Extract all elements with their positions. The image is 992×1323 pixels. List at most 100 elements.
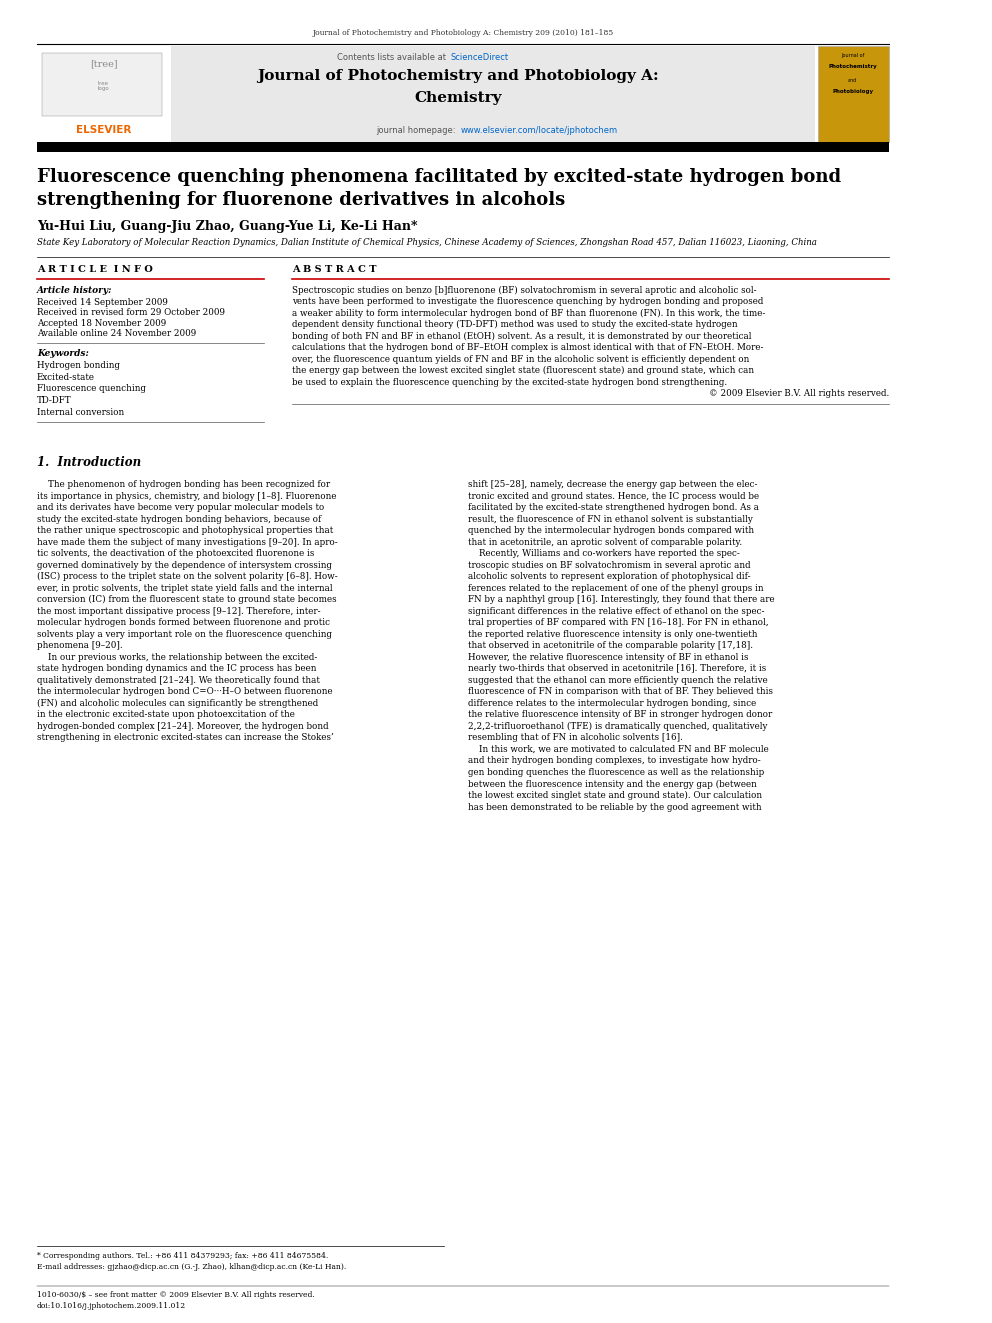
Text: and their hydrogen bonding complexes, to investigate how hydro-: and their hydrogen bonding complexes, to… [467, 757, 760, 766]
Text: * Corresponding authors. Tel.: +86 411 84379293; fax: +86 411 84675584.: * Corresponding authors. Tel.: +86 411 8… [37, 1252, 328, 1259]
Text: nearly two-thirds that observed in acetonitrile [16]. Therefore, it is: nearly two-thirds that observed in aceto… [467, 664, 766, 673]
Text: 1.  Introduction: 1. Introduction [37, 456, 141, 470]
Text: tic solvents, the deactivation of the photoexcited fluorenone is: tic solvents, the deactivation of the ph… [37, 549, 314, 558]
Text: and: and [848, 78, 857, 83]
Text: conversion (IC) from the fluorescent state to ground state becomes: conversion (IC) from the fluorescent sta… [37, 595, 336, 605]
Text: tree
logo: tree logo [98, 81, 109, 91]
Text: Chemistry: Chemistry [415, 91, 502, 106]
Text: ferences related to the replacement of one of the phenyl groups in: ferences related to the replacement of o… [467, 583, 763, 593]
Text: The phenomenon of hydrogen bonding has been recognized for: The phenomenon of hydrogen bonding has b… [37, 480, 330, 490]
Text: phenomena [9–20].: phenomena [9–20]. [37, 642, 123, 651]
Text: Journal of Photochemistry and Photobiology A:: Journal of Photochemistry and Photobiolo… [258, 69, 659, 83]
Text: have made them the subject of many investigations [9–20]. In apro-: have made them the subject of many inves… [37, 538, 338, 546]
Text: dependent density functional theory (TD-DFT) method was used to study the excite: dependent density functional theory (TD-… [292, 320, 737, 329]
Text: qualitatively demonstrated [21–24]. We theoretically found that: qualitatively demonstrated [21–24]. We t… [37, 676, 319, 685]
Text: difference relates to the intermolecular hydrogen bonding, since: difference relates to the intermolecular… [467, 699, 756, 708]
Text: A B S T R A C T: A B S T R A C T [292, 265, 376, 274]
Text: Fluorescence quenching: Fluorescence quenching [37, 385, 146, 393]
Text: Internal conversion: Internal conversion [37, 407, 124, 417]
Text: © 2009 Elsevier B.V. All rights reserved.: © 2009 Elsevier B.V. All rights reserved… [708, 389, 889, 398]
Text: (FN) and alcoholic molecules can significantly be strengthened: (FN) and alcoholic molecules can signifi… [37, 699, 318, 708]
Text: Contents lists available at: Contents lists available at [337, 53, 449, 62]
Text: Article history:: Article history: [37, 286, 112, 295]
Text: quenched by the intermolecular hydrogen bonds compared with: quenched by the intermolecular hydrogen … [467, 527, 754, 536]
Text: State Key Laboratory of Molecular Reaction Dynamics, Dalian Institute of Chemica: State Key Laboratory of Molecular Reacti… [37, 238, 816, 247]
Text: the relative fluorescence intensity of BF in stronger hydrogen donor: the relative fluorescence intensity of B… [467, 710, 772, 720]
Text: In this work, we are motivated to calculated FN and BF molecule: In this work, we are motivated to calcul… [467, 745, 769, 754]
Text: Received 14 September 2009: Received 14 September 2009 [37, 298, 168, 307]
Text: ELSEVIER: ELSEVIER [76, 124, 131, 135]
Text: the rather unique spectroscopic and photophysical properties that: the rather unique spectroscopic and phot… [37, 527, 333, 536]
Text: state hydrogen bonding dynamics and the IC process has been: state hydrogen bonding dynamics and the … [37, 664, 316, 673]
Text: 2,2,2-trifluoroethanol (TFE) is dramatically quenched, qualitatively: 2,2,2-trifluoroethanol (TFE) is dramatic… [467, 722, 767, 732]
Text: in the electronic excited-state upon photoexcitation of the: in the electronic excited-state upon pho… [37, 710, 295, 720]
Text: shift [25–28], namely, decrease the energy gap between the elec-: shift [25–28], namely, decrease the ener… [467, 480, 757, 490]
Text: between the fluorescence intensity and the energy gap (between: between the fluorescence intensity and t… [467, 779, 757, 789]
Text: 1010-6030/$ – see front matter © 2009 Elsevier B.V. All rights reserved.: 1010-6030/$ – see front matter © 2009 El… [37, 1291, 314, 1299]
Text: Yu-Hui Liu, Guang-Jiu Zhao, Guang-Yue Li, Ke-Li Han*: Yu-Hui Liu, Guang-Jiu Zhao, Guang-Yue Li… [37, 220, 418, 233]
Text: Journal of: Journal of [841, 53, 864, 58]
Text: Spectroscopic studies on benzo [b]fluorenone (BF) solvatochromism in several apr: Spectroscopic studies on benzo [b]fluore… [292, 286, 756, 295]
Text: significant differences in the relative effect of ethanol on the spec-: significant differences in the relative … [467, 607, 764, 617]
Text: Received in revised form 29 October 2009: Received in revised form 29 October 2009 [37, 308, 225, 318]
Text: vents have been performed to investigate the fluorescence quenching by hydrogen : vents have been performed to investigate… [292, 298, 763, 307]
Text: [tree]: [tree] [90, 60, 117, 69]
Text: Available online 24 November 2009: Available online 24 November 2009 [37, 329, 196, 339]
Text: doi:10.1016/j.jphotochem.2009.11.012: doi:10.1016/j.jphotochem.2009.11.012 [37, 1302, 186, 1310]
Bar [37, 46, 814, 142]
Text: a weaker ability to form intermolecular hydrogen bond of BF than fluorenone (FN): a weaker ability to form intermolecular … [292, 308, 765, 318]
Text: molecular hydrogen bonds formed between fluorenone and protic: molecular hydrogen bonds formed between … [37, 618, 330, 627]
Text: Journal of Photochemistry and Photobiology A: Chemistry 209 (2010) 181–185: Journal of Photochemistry and Photobiolo… [312, 29, 614, 37]
Text: the most important dissipative process [9–12]. Therefore, inter-: the most important dissipative process [… [37, 607, 320, 617]
Text: (ISC) process to the triplet state on the solvent polarity [6–8]. How-: (ISC) process to the triplet state on th… [37, 573, 338, 581]
Bar [37, 46, 172, 142]
Text: be used to explain the fluorescence quenching by the excited-state hydrogen bond: be used to explain the fluorescence quen… [292, 378, 727, 386]
Text: alcoholic solvents to represent exploration of photophysical dif-: alcoholic solvents to represent explorat… [467, 573, 750, 581]
Text: bonding of both FN and BF in ethanol (EtOH) solvent. As a result, it is demonstr: bonding of both FN and BF in ethanol (Et… [292, 332, 751, 341]
Text: Accepted 18 November 2009: Accepted 18 November 2009 [37, 319, 167, 328]
Text: troscopic studies on BF solvatochromism in several aprotic and: troscopic studies on BF solvatochromism … [467, 561, 750, 570]
Text: its importance in physics, chemistry, and biology [1–8]. Fluorenone: its importance in physics, chemistry, an… [37, 492, 336, 501]
Text: Excited-state: Excited-state [37, 373, 95, 382]
Text: the intermolecular hydrogen bond C=O···H–O between fluorenone: the intermolecular hydrogen bond C=O···H… [37, 688, 332, 696]
Bar [817, 46, 889, 142]
Text: solvents play a very important role on the fluorescence quenching: solvents play a very important role on t… [37, 630, 332, 639]
Text: A R T I C L E  I N F O: A R T I C L E I N F O [37, 265, 153, 274]
Text: Photochemistry: Photochemistry [828, 64, 877, 69]
Text: governed dominatively by the dependence of intersystem crossing: governed dominatively by the dependence … [37, 561, 332, 570]
Text: In our previous works, the relationship between the excited-: In our previous works, the relationship … [37, 654, 317, 662]
Text: suggested that the ethanol can more efficiently quench the relative: suggested that the ethanol can more effi… [467, 676, 768, 685]
Bar [42, 53, 162, 116]
Text: calculations that the hydrogen bond of BF–EtOH complex is almost identical with : calculations that the hydrogen bond of B… [292, 344, 763, 352]
Text: the lowest excited singlet state and ground state). Our calculation: the lowest excited singlet state and gro… [467, 791, 762, 800]
Text: strengthening in electronic excited-states can increase the Stokes’: strengthening in electronic excited-stat… [37, 733, 334, 742]
Text: and its derivates have become very popular molecular models to: and its derivates have become very popul… [37, 503, 324, 512]
Text: TD-DFT: TD-DFT [37, 396, 71, 405]
Text: fluorescence of FN in comparison with that of BF. They believed this: fluorescence of FN in comparison with th… [467, 688, 773, 696]
Text: the energy gap between the lowest excited singlet state (fluorescent state) and : the energy gap between the lowest excite… [292, 366, 754, 376]
Text: Keywords:: Keywords: [37, 349, 89, 359]
Text: study the excited-state hydrogen bonding behaviors, because of: study the excited-state hydrogen bonding… [37, 515, 321, 524]
Text: Fluorescence quenching phenomena facilitated by excited-state hydrogen bond
stre: Fluorescence quenching phenomena facilit… [37, 168, 841, 209]
Text: that observed in acetonitrile of the comparable polarity [17,18].: that observed in acetonitrile of the com… [467, 642, 753, 651]
Text: gen bonding quenches the fluorescence as well as the relationship: gen bonding quenches the fluorescence as… [467, 769, 764, 777]
Text: hydrogen-bonded complex [21–24]. Moreover, the hydrogen bond: hydrogen-bonded complex [21–24]. Moreove… [37, 722, 328, 732]
Text: ever, in protic solvents, the triplet state yield falls and the internal: ever, in protic solvents, the triplet st… [37, 583, 332, 593]
Text: facilitated by the excited-state strengthened hydrogen bond. As a: facilitated by the excited-state strengt… [467, 503, 759, 512]
Text: tronic excited and ground states. Hence, the IC process would be: tronic excited and ground states. Hence,… [467, 492, 759, 501]
Text: the reported relative fluorescence intensity is only one-twentieth: the reported relative fluorescence inten… [467, 630, 757, 639]
Text: Photobiology: Photobiology [832, 89, 873, 94]
Text: has been demonstrated to be reliable by the good agreement with: has been demonstrated to be reliable by … [467, 803, 761, 811]
Text: E-mail addresses: gjzhao@dicp.ac.cn (G.-J. Zhao), klhan@dicp.ac.cn (Ke-Li Han).: E-mail addresses: gjzhao@dicp.ac.cn (G.-… [37, 1263, 346, 1271]
Text: resembling that of FN in alcoholic solvents [16].: resembling that of FN in alcoholic solve… [467, 733, 682, 742]
Text: Hydrogen bonding: Hydrogen bonding [37, 361, 120, 370]
Text: tral properties of BF compared with FN [16–18]. For FN in ethanol,: tral properties of BF compared with FN [… [467, 618, 768, 627]
Text: Recently, Williams and co-workers have reported the spec-: Recently, Williams and co-workers have r… [467, 549, 739, 558]
Text: that in acetonitrile, an aprotic solvent of comparable polarity.: that in acetonitrile, an aprotic solvent… [467, 538, 742, 546]
Text: over, the fluorescence quantum yields of FN and BF in the alcoholic solvent is e: over, the fluorescence quantum yields of… [292, 355, 749, 364]
Bar [37, 142, 889, 152]
Text: www.elsevier.com/locate/jphotochem: www.elsevier.com/locate/jphotochem [460, 126, 617, 135]
Text: FN by a naphthyl group [16]. Interestingly, they found that there are: FN by a naphthyl group [16]. Interesting… [467, 595, 774, 605]
Text: However, the relative fluorescence intensity of BF in ethanol is: However, the relative fluorescence inten… [467, 654, 748, 662]
Text: ScienceDirect: ScienceDirect [451, 53, 509, 62]
